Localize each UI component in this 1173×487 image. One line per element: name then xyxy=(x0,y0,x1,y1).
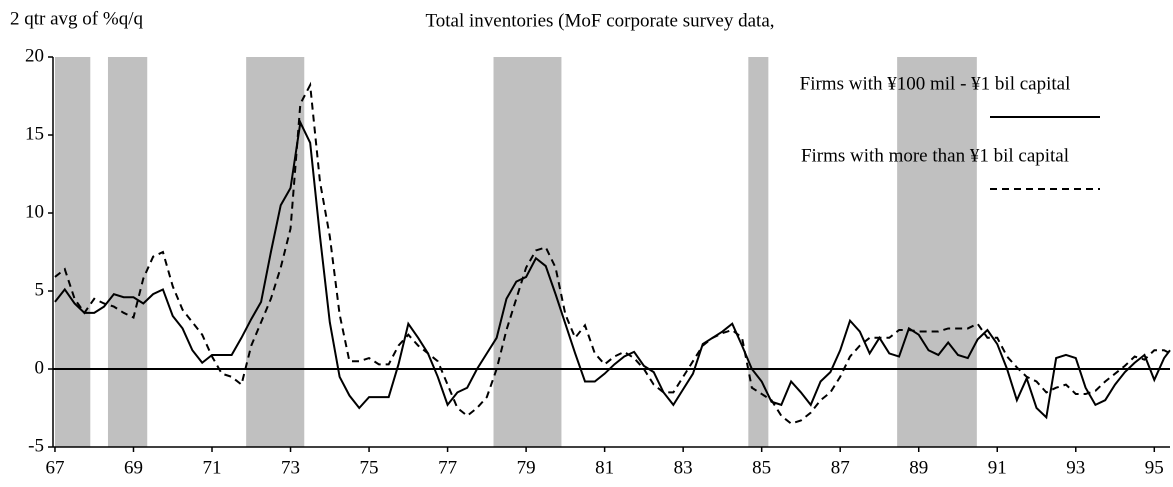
series-line xyxy=(54,119,1171,420)
shaded-period xyxy=(493,57,562,447)
x-tick-label: 87 xyxy=(831,457,850,478)
x-tick-label: 89 xyxy=(909,457,928,478)
x-tick-label: 69 xyxy=(124,457,143,478)
legend-label: Firms with more than ¥1 bil capital xyxy=(801,145,1069,166)
x-tick-label: 77 xyxy=(438,457,457,478)
y-tick-label: 15 xyxy=(25,123,44,144)
x-tick-label: 79 xyxy=(517,457,536,478)
x-tick-label: 85 xyxy=(752,457,771,478)
series-line xyxy=(54,81,1171,425)
x-tick-label: 91 xyxy=(988,457,1007,478)
x-tick-label: 81 xyxy=(595,457,614,478)
x-tick-label: 95 xyxy=(1145,457,1164,478)
shaded-period xyxy=(246,57,305,447)
shaded-period xyxy=(107,57,148,447)
shaded-period xyxy=(748,57,769,447)
x-tick-label: 67 xyxy=(45,457,64,478)
x-tick-label: 83 xyxy=(674,457,693,478)
x-tick-label: 75 xyxy=(360,457,379,478)
shaded-period xyxy=(897,57,977,447)
y-tick-label: -5 xyxy=(28,435,44,456)
y-tick-label: 0 xyxy=(35,357,45,378)
y-tick-label: 5 xyxy=(35,279,45,300)
x-tick-label: 73 xyxy=(281,457,300,478)
x-tick-label: 93 xyxy=(1066,457,1085,478)
x-tick-label: 71 xyxy=(203,457,222,478)
y-axis-label: 2 qtr avg of %q/q xyxy=(10,8,143,29)
chart-title: Total inventories (MoF corporate survey … xyxy=(425,10,774,31)
y-tick-label: 20 xyxy=(25,45,44,66)
y-tick-label: 10 xyxy=(25,201,44,222)
legend-label: Firms with ¥100 mil - ¥1 bil capital xyxy=(800,73,1071,94)
shaded-period xyxy=(54,57,91,447)
